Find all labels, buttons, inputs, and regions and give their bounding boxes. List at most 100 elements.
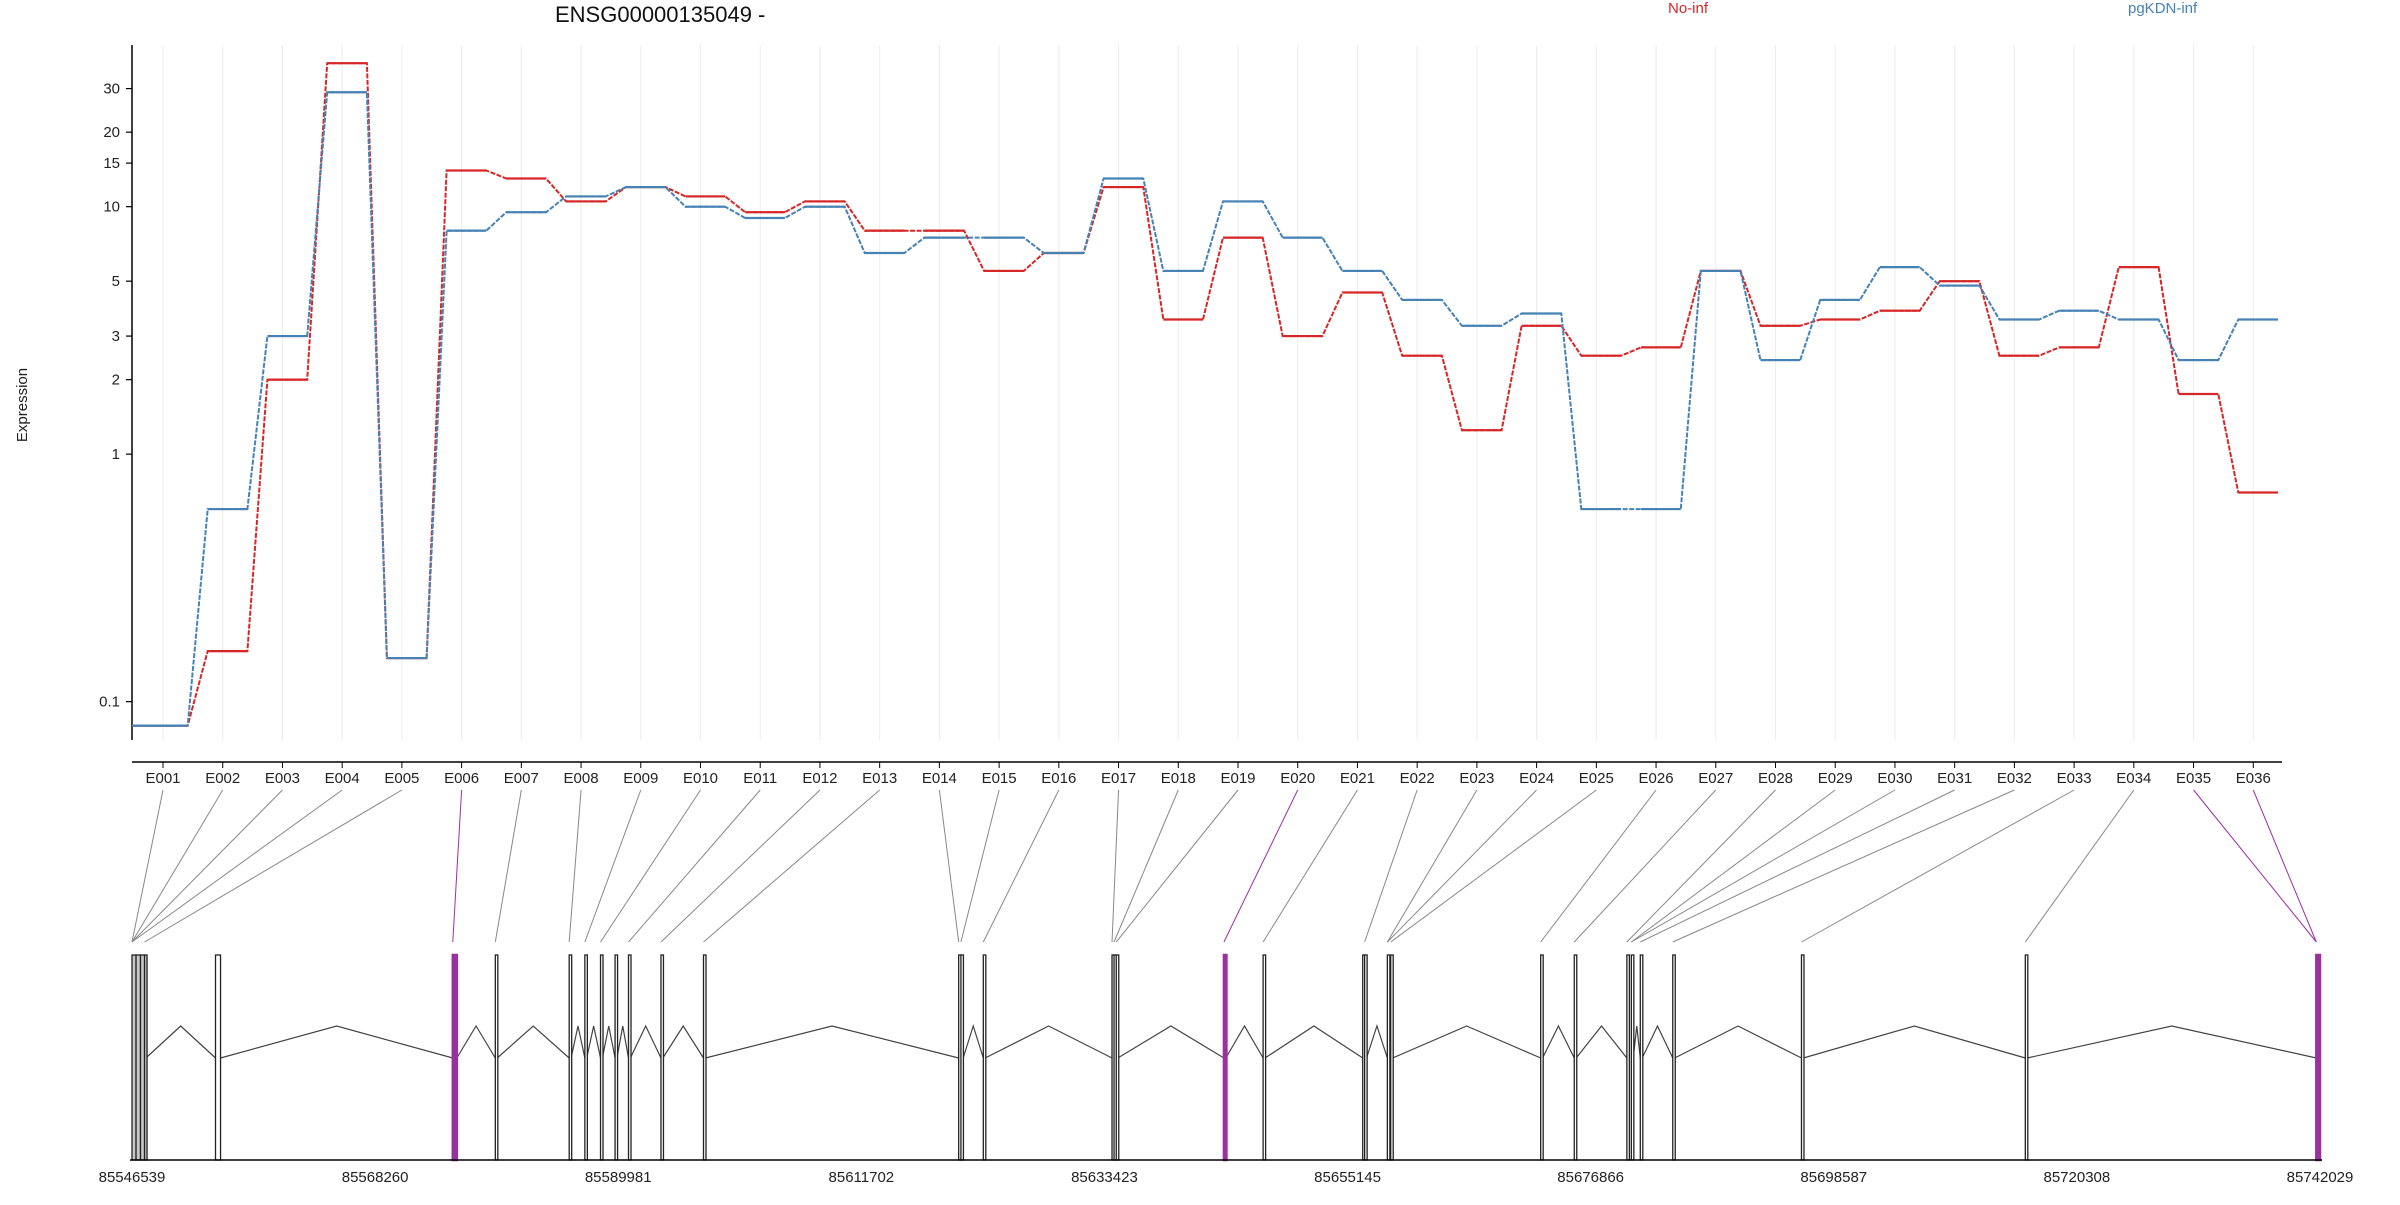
exon-box bbox=[214, 954, 222, 1161]
exon-connector bbox=[494, 789, 522, 943]
exon-box bbox=[1386, 954, 1391, 1161]
exon-box bbox=[1115, 954, 1120, 1161]
intron-line bbox=[145, 1025, 216, 1059]
gene-model bbox=[130, 953, 2322, 1162]
exon-connector bbox=[1262, 789, 1358, 943]
exon-connector bbox=[1640, 789, 1955, 943]
coordinate-label: 85633423 bbox=[1071, 1169, 1138, 1186]
intron-line bbox=[1674, 1025, 1802, 1059]
intron-line bbox=[601, 1025, 616, 1059]
x-tick-label: E019 bbox=[1220, 770, 1255, 787]
x-tick-label: E028 bbox=[1758, 770, 1793, 787]
exon-connector bbox=[1111, 789, 1120, 943]
exon-connector bbox=[1390, 789, 1597, 943]
x-tick-label: E006 bbox=[444, 770, 479, 787]
y-tick-label: 15 bbox=[103, 155, 120, 172]
intron-line bbox=[2027, 1025, 2317, 1059]
intron-line bbox=[1264, 1025, 1364, 1059]
x-tick-label: E024 bbox=[1519, 770, 1554, 787]
x-tick-label: E036 bbox=[2236, 770, 2271, 787]
x-tick-label: E029 bbox=[1818, 770, 1853, 787]
axes: 0.1 1 2 3 5 10 15 20 30 bbox=[99, 45, 2282, 763]
x-tick-label: E026 bbox=[1639, 770, 1674, 787]
exon-connector bbox=[628, 789, 761, 943]
coordinate-label: 85698587 bbox=[1800, 1169, 1867, 1186]
exon-box bbox=[1639, 954, 1644, 1161]
exon-box bbox=[135, 954, 142, 1161]
y-tick-label: 10 bbox=[103, 199, 120, 216]
exon-connector bbox=[1364, 789, 1418, 943]
y-tick-label: 1 bbox=[112, 446, 120, 463]
exon-connector bbox=[703, 789, 880, 943]
exon-box bbox=[1390, 954, 1394, 1161]
exon-box bbox=[960, 954, 965, 1161]
exon-connector bbox=[584, 789, 642, 943]
y-tick-label: 20 bbox=[103, 124, 120, 141]
x-tick-label: E016 bbox=[1041, 770, 1076, 787]
x-tick-label: E010 bbox=[683, 770, 718, 787]
intron-line bbox=[1641, 1024, 1674, 1059]
x-tick-label: E009 bbox=[623, 770, 658, 787]
y-tick-label: 0.1 bbox=[99, 694, 120, 711]
exon-box bbox=[2315, 953, 2322, 1162]
legend-entry-no-inf: No-inf bbox=[1668, 0, 1709, 17]
intron-line bbox=[1225, 1024, 1264, 1059]
exon-connector bbox=[131, 789, 164, 943]
x-tick-label: E012 bbox=[802, 770, 837, 787]
exon-box bbox=[1222, 953, 1228, 1162]
exon-connector bbox=[1113, 789, 1179, 943]
x-tick-label: E023 bbox=[1459, 770, 1494, 787]
intron-line bbox=[586, 1025, 602, 1059]
x-tick-label: E033 bbox=[2057, 770, 2092, 787]
intron-line bbox=[1575, 1025, 1628, 1059]
exon-box bbox=[2024, 954, 2029, 1161]
exon-connector bbox=[1386, 789, 1537, 943]
coordinate-label: 85568260 bbox=[342, 1169, 409, 1186]
x-tick-label: E034 bbox=[2116, 770, 2151, 787]
intron-line bbox=[1392, 1025, 1541, 1059]
x-tick-labels: E001 E002 E003 E004 E005 E006 E007 E008 E009 E010… bbox=[145, 762, 2271, 787]
x-tick-label: E004 bbox=[325, 770, 360, 787]
exon-connector bbox=[660, 789, 821, 943]
x-tick-label: E002 bbox=[205, 770, 240, 787]
x-tick-label: E035 bbox=[2176, 770, 2211, 787]
exon-connector bbox=[1801, 789, 2075, 943]
coordinate-label: 85720308 bbox=[2044, 1169, 2111, 1186]
exon-box bbox=[143, 954, 148, 1161]
x-tick-label: E007 bbox=[504, 770, 539, 787]
intron-line bbox=[496, 1025, 570, 1059]
exon-connector bbox=[131, 789, 283, 943]
exon-connector bbox=[938, 789, 960, 943]
x-tick-label: E003 bbox=[265, 770, 300, 787]
exon-box bbox=[584, 954, 589, 1161]
x-tick-label: E013 bbox=[862, 770, 897, 787]
exon-connector bbox=[2193, 789, 2317, 943]
intron-line bbox=[456, 1024, 496, 1059]
exon-connector bbox=[2252, 789, 2317, 943]
exon-box bbox=[702, 954, 707, 1161]
x-tick-label: E021 bbox=[1340, 770, 1375, 787]
intron-line bbox=[616, 1025, 630, 1059]
x-tick-label: E005 bbox=[384, 770, 419, 787]
exon-connector bbox=[1573, 789, 1717, 943]
exon-connector bbox=[982, 789, 1060, 943]
x-tick-label: E022 bbox=[1400, 770, 1435, 787]
y-tick-label: 3 bbox=[112, 328, 120, 345]
x-tick-label: E025 bbox=[1579, 770, 1614, 787]
exon-connector bbox=[2024, 789, 2135, 943]
exon-connector bbox=[1540, 789, 1657, 943]
exon-box bbox=[1800, 954, 1805, 1161]
x-tick-label: E027 bbox=[1698, 770, 1733, 787]
exon-connector bbox=[960, 789, 1000, 943]
exon-connector-lines bbox=[131, 789, 2317, 943]
intron-line bbox=[1365, 1024, 1388, 1059]
exon-box bbox=[614, 954, 619, 1161]
exon-box bbox=[982, 954, 987, 1161]
exon-connector bbox=[1386, 789, 1478, 943]
intron-line bbox=[1542, 1024, 1575, 1059]
exon-box bbox=[1573, 954, 1578, 1161]
intron-line bbox=[962, 1024, 984, 1059]
x-tick-label: E020 bbox=[1280, 770, 1315, 787]
